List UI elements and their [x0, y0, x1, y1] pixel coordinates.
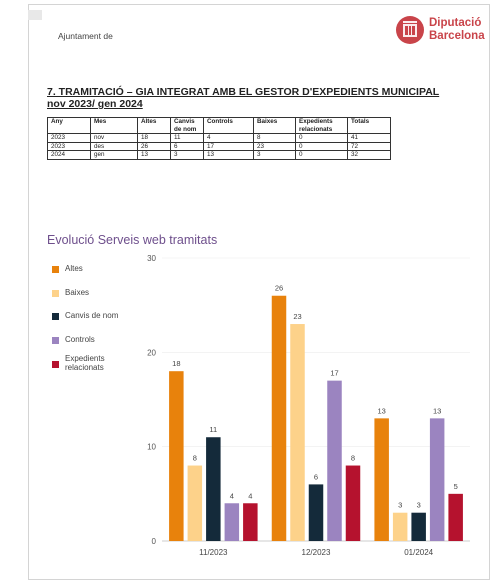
bar	[374, 418, 389, 541]
diputacio-logo: Diputació Barcelona	[396, 16, 488, 50]
bar	[290, 324, 305, 541]
document-page	[28, 4, 490, 580]
bar-value-label: 23	[293, 312, 301, 321]
table-row: 2023 nov 18 11 4 8 0 41	[47, 133, 391, 143]
section-title: 7. TRAMITACIÓ – GIA INTEGRAT AMB EL GEST…	[47, 86, 440, 110]
bar	[169, 371, 184, 541]
bar-value-label: 3	[417, 501, 421, 510]
table-cell: 32	[347, 150, 391, 160]
bar-value-label: 26	[275, 284, 283, 293]
bar	[224, 503, 240, 541]
col-canvis: Canvis de nom	[170, 117, 204, 134]
bar	[345, 465, 361, 541]
logo-text: Diputació Barcelona	[429, 17, 485, 42]
bar-value-label: 8	[351, 454, 355, 463]
legend-swatch	[52, 337, 59, 344]
bar-value-label: 17	[330, 369, 338, 378]
bar	[327, 380, 342, 541]
logo-line-1: Diputació	[429, 17, 482, 29]
bar	[429, 418, 445, 541]
col-baixes: Baixes	[253, 117, 296, 134]
x-tick-label: 12/2023	[302, 548, 331, 557]
y-tick-label: 30	[147, 254, 156, 263]
bar	[411, 512, 426, 541]
diputacio-emblem-icon	[396, 16, 424, 44]
bar-value-label: 18	[172, 359, 180, 368]
table-row: 2023 des 26 6 17 23 0 72	[47, 141, 391, 151]
page-corner-mark	[28, 10, 42, 20]
legend-label: Expedients relacionats	[65, 354, 105, 372]
bar-value-label: 6	[314, 472, 318, 481]
bar-value-label: 4	[248, 491, 252, 500]
legend-label: Controls	[65, 335, 95, 344]
bar	[271, 295, 287, 541]
table-header-row: Any Mes Altes Canvis de nom Controls Bai…	[47, 117, 391, 134]
y-tick-label: 20	[147, 348, 156, 357]
y-tick-label: 0	[152, 537, 157, 546]
legend-label: Baixes	[65, 288, 90, 297]
legend-swatch	[52, 361, 59, 368]
bar	[187, 465, 203, 541]
bar	[206, 437, 221, 541]
municipality-label: Ajuntament de	[58, 31, 113, 41]
bar	[243, 503, 258, 541]
bar-value-label: 8	[193, 454, 197, 463]
legend-label: Altes	[65, 264, 83, 273]
col-expedients: Expedients relacionats	[295, 117, 348, 134]
legend-swatch	[52, 290, 59, 297]
bar-value-label: 4	[230, 491, 234, 500]
col-controls: Controls	[203, 117, 254, 134]
col-totals: Totals	[347, 117, 391, 134]
table-row: 2024 gen 13 3 13 3 0 32	[47, 150, 391, 160]
x-tick-label: 01/2024	[404, 548, 433, 557]
legend-label: Canvis de nom	[65, 311, 119, 320]
logo-line-2: Barcelona	[429, 29, 485, 42]
services-table: Any Mes Altes Canvis de nom Controls Bai…	[47, 117, 391, 160]
bar-value-label: 13	[433, 406, 441, 415]
legend-swatch	[52, 266, 59, 273]
bar	[308, 484, 324, 541]
bar	[448, 493, 463, 541]
bar-value-label: 13	[377, 406, 385, 415]
y-tick-label: 10	[147, 443, 156, 452]
bar-value-label: 11	[209, 425, 217, 434]
x-tick-label: 11/2023	[199, 548, 228, 557]
bar-value-label: 3	[398, 501, 402, 510]
bar	[392, 512, 408, 541]
chart-title: Evolució Serveis web tramitats	[47, 233, 218, 247]
legend-swatch	[52, 313, 59, 320]
bar-value-label: 5	[454, 482, 458, 491]
